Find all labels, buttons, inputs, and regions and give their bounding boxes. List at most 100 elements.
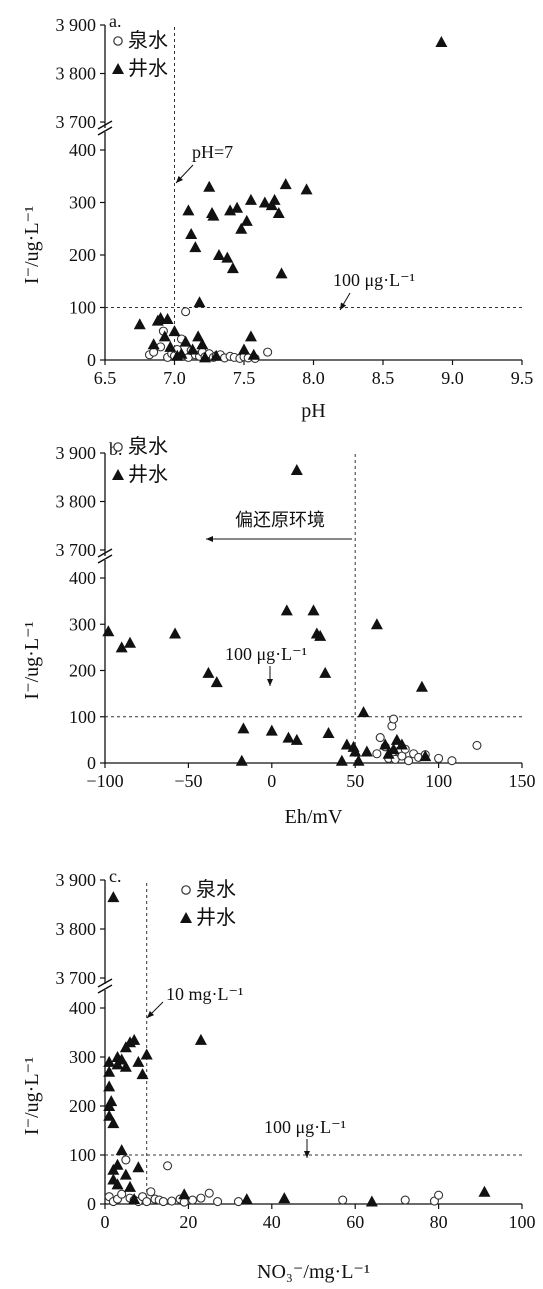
panel-b-y-tick-label: 3 700	[56, 540, 97, 560]
panel-c-legend-label-spring: 泉水	[196, 878, 236, 901]
panel-b-legend-label-well: 井水	[128, 463, 168, 486]
panel-a-y-tick-label: 300	[69, 193, 96, 213]
panel-b-well-water-point	[419, 750, 432, 762]
panel-c-well-water-point	[103, 1055, 116, 1067]
panel-b-x-tick-label: 100	[425, 771, 452, 791]
panel-b-spring-water-point	[389, 714, 399, 724]
panel-c-well-water-point	[115, 1144, 128, 1156]
panel-b-legend-marker-spring	[113, 442, 123, 452]
panel-b-well-water-point	[349, 745, 362, 757]
panel-b-well-water-point	[335, 754, 348, 766]
panel-a-well-water-point	[210, 349, 223, 361]
panel-b-y-tick-label: 400	[69, 568, 96, 588]
panel-c-legend-label-well: 井水	[196, 906, 236, 929]
panel-c-x-tick-label: 80	[430, 1212, 448, 1232]
panel-c-well-water-point	[105, 1095, 118, 1107]
panel-c-well-water-point	[107, 1117, 120, 1129]
panel-c-well-water-point	[178, 1188, 191, 1200]
panel-c-well-water-point	[111, 1178, 124, 1190]
panel-a-y-tick-label: 3 700	[56, 112, 97, 132]
panel-a-x-tick-label: 8.5	[372, 368, 395, 388]
panel-b-well-water-point	[387, 743, 400, 755]
panel-c-axis-break-mark	[97, 984, 113, 994]
panel-c-spring-water-point	[338, 1195, 348, 1205]
panel-c-well-water-point	[111, 1158, 124, 1170]
panel-c-x-tick-label: 20	[179, 1212, 197, 1232]
panel-c-spring-water-point	[188, 1195, 198, 1205]
panel-b-x-axis-label: Eh/mV	[285, 806, 343, 828]
panel-b-well-water-point	[280, 604, 293, 616]
panel-a-annotation-arrowhead	[176, 175, 183, 183]
panel-a-well-water-point	[258, 196, 271, 208]
panel-b-x-tick-label: 0	[267, 771, 276, 791]
panel-c-annotation-arrowhead	[147, 1010, 155, 1018]
panel-c-legend-marker-well	[180, 912, 192, 923]
panel-b-well-water-point	[314, 629, 327, 641]
panel-b-well-water-point	[352, 754, 365, 766]
panel-c-spring-water-point	[213, 1196, 223, 1207]
panel-c-well-water-point	[365, 1195, 378, 1207]
panel-b-x-tick-label: 50	[346, 771, 364, 791]
panel-c-x-tick-label: 40	[263, 1212, 281, 1232]
panel-a-well-water-point	[175, 347, 188, 359]
panel-b-annotation-arrowhead	[206, 536, 213, 542]
panel-a-annotation-label: pH=7	[192, 142, 233, 162]
panel-a-spring-water-point	[149, 347, 159, 357]
panel-b-spring-water-point	[447, 756, 457, 766]
panel-a-well-water-point	[158, 330, 171, 342]
panel-a-well-water-point	[147, 338, 160, 350]
panel-a-legend-label-well: 井水	[128, 57, 168, 80]
panel-b-y-axis-label: I⁻/ug·L⁻¹	[21, 621, 43, 699]
panel-b-y-tick-label: 0	[87, 753, 96, 773]
panel-c-well-water-point	[240, 1193, 253, 1205]
panel-a-well-water-point	[186, 343, 199, 355]
panel-a-annotation-arrowhead	[340, 302, 347, 310]
panel-b-well-water-point	[307, 604, 320, 616]
panel-c-spring-water-point	[158, 1196, 168, 1207]
panel-c-spring-water-point	[400, 1195, 410, 1205]
panel-c-y-axis-label: I⁻/ug·L⁻¹	[21, 1057, 43, 1135]
panel-a-x-tick-label: 7.5	[233, 368, 256, 388]
panel-a-well-water-point	[203, 180, 216, 192]
panel-c-well-water-point	[103, 1080, 116, 1092]
panel-a-well-water-point	[196, 338, 209, 350]
panel-b-well-water-point	[290, 733, 303, 745]
panel-a-well-water-point	[226, 262, 239, 274]
panel-c-spring-water-point	[167, 1196, 177, 1206]
panel-b-well-water-point	[390, 733, 403, 745]
panel-a-y-tick-label: 200	[69, 245, 96, 265]
panel-b-x-tick-label: −100	[86, 771, 123, 791]
panel-a-well-water-point	[179, 335, 192, 347]
panel-a-well-water-point	[247, 348, 260, 360]
panel-c-spring-water-point	[121, 1155, 131, 1165]
panel-a-well-water-point	[235, 222, 248, 234]
panel-a-spring-water-point	[263, 347, 273, 357]
panel-c-x-axis-label: NO₃⁻/mg·L⁻¹	[257, 1261, 370, 1283]
panel-a-well-water-point	[268, 193, 281, 205]
panel-c-spring-water-point	[179, 1197, 189, 1207]
panel-b-spring-water-point	[472, 740, 482, 750]
panel-a-well-water-point	[199, 351, 212, 363]
panel-c-spring-water-point	[163, 1161, 173, 1171]
panel-a-y-axis-label: I⁻/ug·L⁻¹	[21, 206, 43, 284]
panel-b-well-water-point	[235, 754, 248, 766]
panel-a-well-water-point	[164, 340, 177, 352]
panel-b-x-tick-label: 150	[509, 771, 536, 791]
panel-c-panel-label: c.	[109, 866, 122, 886]
panel-a-y-tick-label: 400	[69, 140, 96, 160]
panel-a-well-water-point	[272, 207, 285, 218]
panel-a-x-tick-label: 7.0	[163, 368, 186, 388]
panel-c-legend-marker-spring	[181, 885, 191, 895]
panel-b-legend-label-spring: 泉水	[128, 435, 168, 458]
panel-c-y-tick-label: 0	[87, 1194, 96, 1214]
panel-a-x-tick-label: 6.5	[94, 368, 117, 388]
panel-c-y-tick-label: 3 800	[56, 919, 97, 939]
panel-c-y-tick-label: 200	[69, 1096, 96, 1116]
panel-c-well-water-point	[124, 1180, 137, 1192]
panel-c-well-water-point	[103, 1109, 116, 1121]
panel-b-well-water-point	[115, 641, 128, 653]
panel-c-annotation-label: 10 mg·L⁻¹	[166, 984, 243, 1004]
panel-b-well-water-point	[322, 726, 335, 738]
panel-c-annotation-arrowhead	[304, 1151, 310, 1158]
panel-a-well-water-point	[244, 193, 257, 205]
